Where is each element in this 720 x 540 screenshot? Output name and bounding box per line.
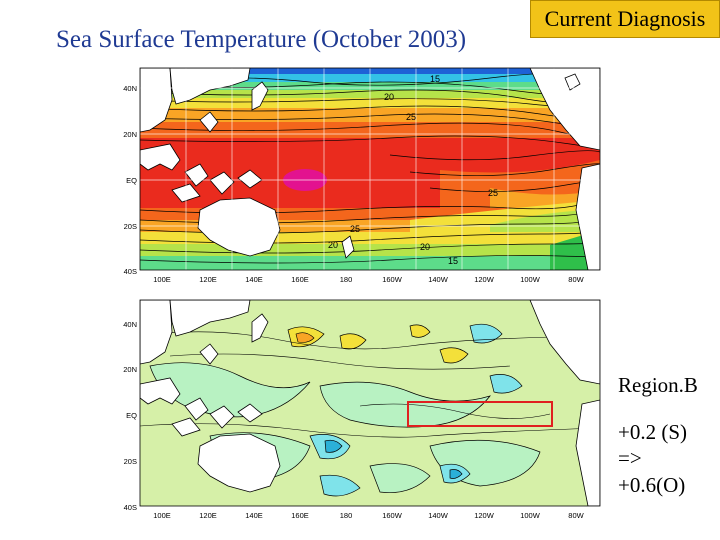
lat-label: 20S xyxy=(124,222,137,231)
region-b-box xyxy=(407,401,553,427)
lat-label: 40S xyxy=(124,503,137,512)
lon-label: 160W xyxy=(382,511,403,520)
lon-label: 120E xyxy=(199,275,217,284)
lon-label: 120W xyxy=(474,511,495,520)
contour-label: 25 xyxy=(350,224,360,234)
lat-label: EQ xyxy=(126,411,137,420)
lon-label: 160W xyxy=(382,275,403,284)
lat-label: 20S xyxy=(124,457,137,466)
anomaly-summer: +0.2 (S) xyxy=(618,420,688,444)
lon-label: 180 xyxy=(340,275,353,284)
lon-label: 100W xyxy=(520,275,541,284)
contour-label: 20 xyxy=(328,240,338,250)
sst-map: 15 20 25 25 25 20 20 15 40N 20N EQ 20S 4… xyxy=(123,67,601,284)
lon-label: 160E xyxy=(291,511,309,520)
lon-label: 180 xyxy=(340,511,353,520)
lon-label: 160E xyxy=(291,275,309,284)
lon-label: 100E xyxy=(153,275,171,284)
arrow-text: => xyxy=(618,446,642,470)
lon-label: 140W xyxy=(428,511,449,520)
lon-label: 120E xyxy=(199,511,217,520)
contour-label: 15 xyxy=(448,256,458,266)
lat-label: 40S xyxy=(124,267,137,276)
lat-label: EQ xyxy=(126,176,137,185)
lon-label: 140E xyxy=(245,511,263,520)
lat-label: 40N xyxy=(123,320,137,329)
lon-label: 120W xyxy=(474,275,495,284)
contour-label: 20 xyxy=(420,242,430,252)
lon-label: 80W xyxy=(568,275,584,284)
anomaly-october: +0.6(O) xyxy=(618,473,686,497)
lon-label: 100W xyxy=(520,511,541,520)
lon-label: 80W xyxy=(568,511,584,520)
lon-label: 140E xyxy=(245,275,263,284)
contour-label: 15 xyxy=(430,74,440,84)
sst-anomaly-map: 40N 20N EQ 20S 40S 100E 120E 140E 160E 1… xyxy=(123,299,601,520)
lat-label: 20N xyxy=(123,130,137,139)
current-diagnosis-badge: Current Diagnosis xyxy=(530,0,720,38)
lat-label: 40N xyxy=(123,84,137,93)
lat-label: 20N xyxy=(123,365,137,374)
region-label: Region.B xyxy=(618,373,698,397)
contour-label: 20 xyxy=(384,92,394,102)
lon-label: 100E xyxy=(153,511,171,520)
lon-label: 140W xyxy=(428,275,449,284)
contour-label: 25 xyxy=(488,188,498,198)
contour-label: 25 xyxy=(406,112,416,122)
page-title: Sea Surface Temperature (October 2003) xyxy=(56,26,467,53)
